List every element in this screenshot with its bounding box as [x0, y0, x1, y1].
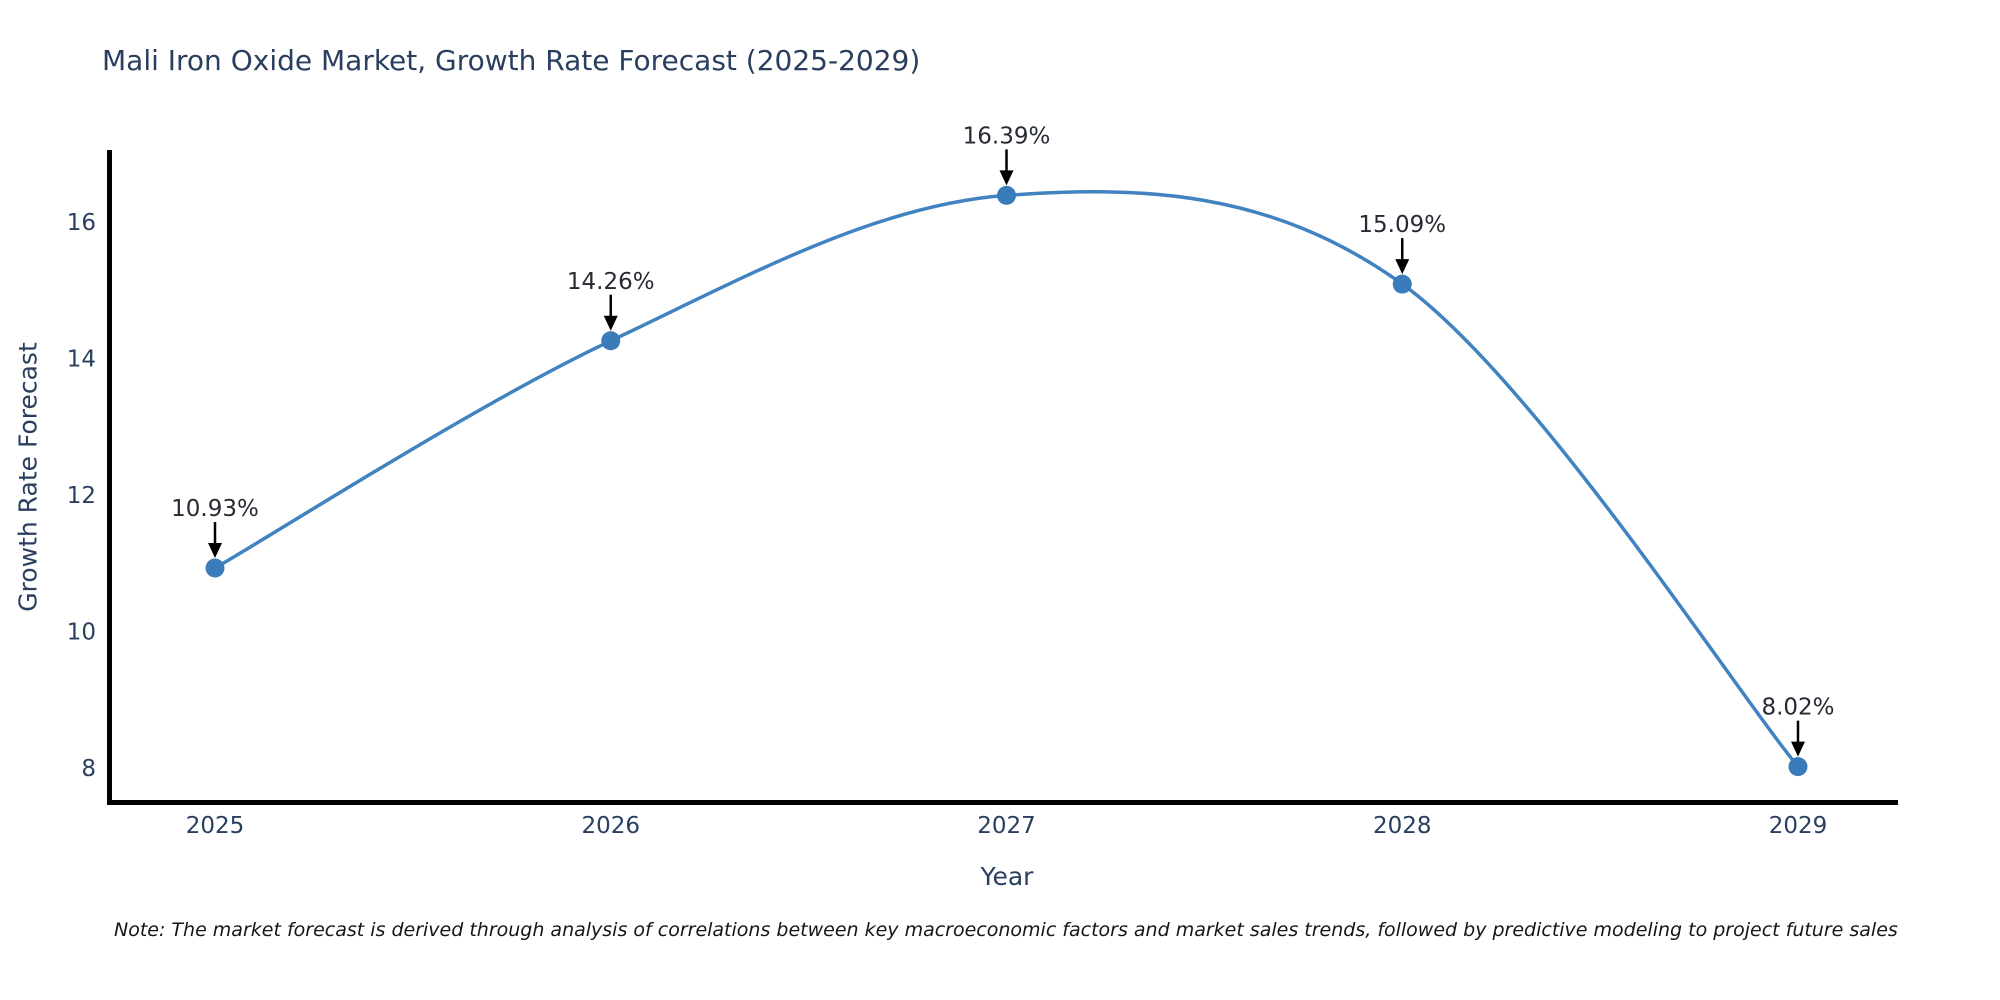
- y-axis-line: [107, 150, 112, 805]
- forecast-line: [213, 190, 1800, 769]
- x-tick-label: 2026: [581, 813, 640, 839]
- annotation-arrow-head: [208, 543, 222, 559]
- chart-footnote: Note: The market forecast is derived thr…: [114, 919, 1898, 941]
- x-tick-label: 2028: [1373, 813, 1432, 839]
- y-tick-label: 16: [67, 210, 96, 236]
- x-axis-title: Year: [980, 862, 1034, 891]
- point-value-label: 10.93%: [171, 496, 259, 522]
- point-value-label: 16.39%: [963, 123, 1051, 149]
- y-tick-label: 10: [67, 620, 96, 646]
- annotation-arrow-head: [999, 170, 1014, 186]
- x-axis-line: [107, 800, 1898, 805]
- data-point-marker: [205, 558, 225, 578]
- y-tick-label: 12: [67, 483, 96, 509]
- x-tick-label: 2027: [977, 813, 1036, 839]
- y-tick-label: 14: [67, 347, 96, 373]
- y-tick-label: 8: [81, 756, 96, 782]
- data-point-marker: [601, 331, 621, 351]
- annotation-arrow-head: [603, 315, 618, 331]
- x-tick-label: 2025: [186, 813, 245, 839]
- data-point-marker: [1788, 757, 1808, 777]
- x-tick-label: 2029: [1769, 813, 1828, 839]
- data-point-marker: [1392, 274, 1412, 294]
- data-point-marker: [997, 185, 1016, 205]
- point-value-label: 14.26%: [567, 269, 655, 295]
- point-value-label: 8.02%: [1761, 695, 1834, 721]
- chart-title: Mali Iron Oxide Market, Growth Rate Fore…: [102, 44, 921, 77]
- annotation-arrow-head: [1395, 259, 1410, 275]
- point-value-label: 15.09%: [1358, 212, 1446, 238]
- annotation-arrow-head: [1791, 741, 1805, 757]
- y-axis-title: Growth Rate Forecast: [13, 342, 43, 612]
